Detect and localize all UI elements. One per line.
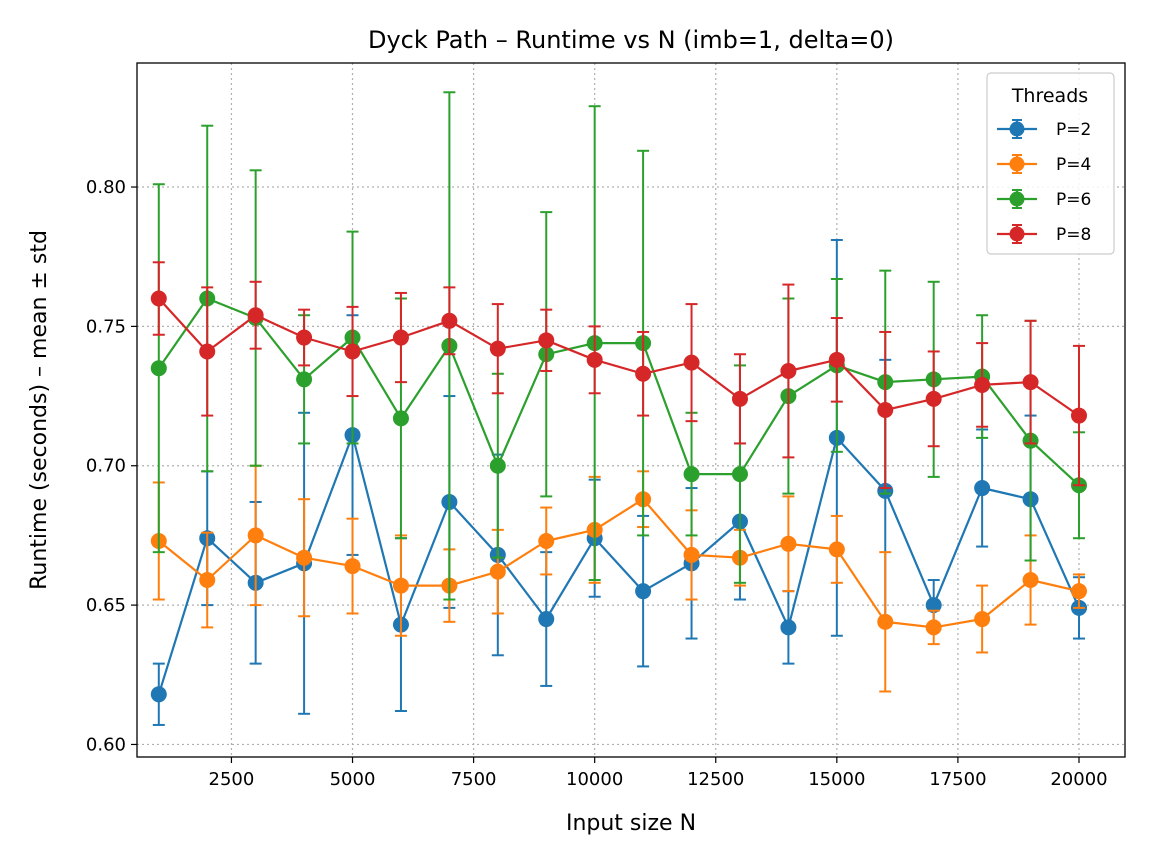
data-point bbox=[199, 572, 215, 588]
data-point bbox=[1023, 572, 1039, 588]
data-point bbox=[780, 619, 796, 635]
data-point bbox=[1071, 408, 1087, 424]
data-point bbox=[296, 330, 312, 346]
x-tick-label: 5000 bbox=[330, 769, 376, 790]
data-point bbox=[441, 313, 457, 329]
data-point bbox=[926, 391, 942, 407]
data-point bbox=[1023, 374, 1039, 390]
data-point bbox=[732, 391, 748, 407]
legend-title: Threads bbox=[1011, 85, 1088, 107]
x-tick-label: 12500 bbox=[687, 769, 744, 790]
y-tick-label: 0.70 bbox=[86, 456, 126, 477]
data-point bbox=[248, 527, 264, 543]
data-point bbox=[490, 458, 506, 474]
data-point bbox=[151, 360, 167, 376]
legend-label: P=4 bbox=[1056, 155, 1091, 175]
data-point bbox=[926, 619, 942, 635]
data-point bbox=[151, 291, 167, 307]
data-point bbox=[393, 410, 409, 426]
data-point bbox=[780, 536, 796, 552]
x-axis-label: Input size N bbox=[566, 811, 696, 836]
data-point bbox=[345, 343, 361, 359]
data-point bbox=[393, 578, 409, 594]
legend-label: P=2 bbox=[1056, 120, 1091, 140]
x-tick-label: 10000 bbox=[566, 769, 623, 790]
y-axis-label: Runtime (seconds) – mean ± std bbox=[27, 230, 52, 590]
x-tick-label: 20000 bbox=[1050, 769, 1107, 790]
data-point bbox=[587, 352, 603, 368]
x-tick-label: 15000 bbox=[808, 769, 865, 790]
x-tick-label: 2500 bbox=[209, 769, 255, 790]
data-point bbox=[974, 611, 990, 627]
legend-marker bbox=[1010, 157, 1025, 172]
data-point bbox=[296, 550, 312, 566]
y-tick-label: 0.60 bbox=[86, 734, 126, 755]
data-point bbox=[490, 564, 506, 580]
data-point bbox=[829, 541, 845, 557]
data-point bbox=[635, 583, 651, 599]
data-point bbox=[1071, 583, 1087, 599]
data-point bbox=[780, 363, 796, 379]
data-point bbox=[974, 377, 990, 393]
data-point bbox=[490, 341, 506, 357]
data-point bbox=[393, 330, 409, 346]
data-point bbox=[684, 355, 700, 371]
data-point bbox=[974, 480, 990, 496]
legend-label: P=8 bbox=[1056, 225, 1091, 245]
data-point bbox=[684, 466, 700, 482]
chart-title: Dyck Path – Runtime vs N (imb=1, delta=0… bbox=[368, 26, 894, 54]
data-point bbox=[877, 402, 893, 418]
data-point bbox=[538, 611, 554, 627]
legend-marker bbox=[1010, 192, 1025, 207]
data-point bbox=[684, 547, 700, 563]
y-tick-label: 0.75 bbox=[86, 316, 126, 337]
data-point bbox=[538, 533, 554, 549]
legend-label: P=6 bbox=[1056, 190, 1091, 210]
x-tick-label: 7500 bbox=[451, 769, 497, 790]
data-point bbox=[732, 466, 748, 482]
data-point bbox=[199, 343, 215, 359]
legend-marker bbox=[1010, 227, 1025, 242]
legend: Threads P=2 P=4 P=6 P=8 bbox=[987, 73, 1114, 254]
data-point bbox=[248, 307, 264, 323]
data-point bbox=[538, 332, 554, 348]
y-tick-label: 0.65 bbox=[86, 595, 126, 616]
x-tick-label: 17500 bbox=[929, 769, 986, 790]
data-point bbox=[345, 558, 361, 574]
data-point bbox=[635, 366, 651, 382]
legend-marker bbox=[1010, 122, 1025, 137]
data-point bbox=[296, 371, 312, 387]
data-point bbox=[829, 352, 845, 368]
data-point bbox=[877, 614, 893, 630]
y-tick-label: 0.80 bbox=[86, 177, 126, 198]
data-point bbox=[151, 686, 167, 702]
